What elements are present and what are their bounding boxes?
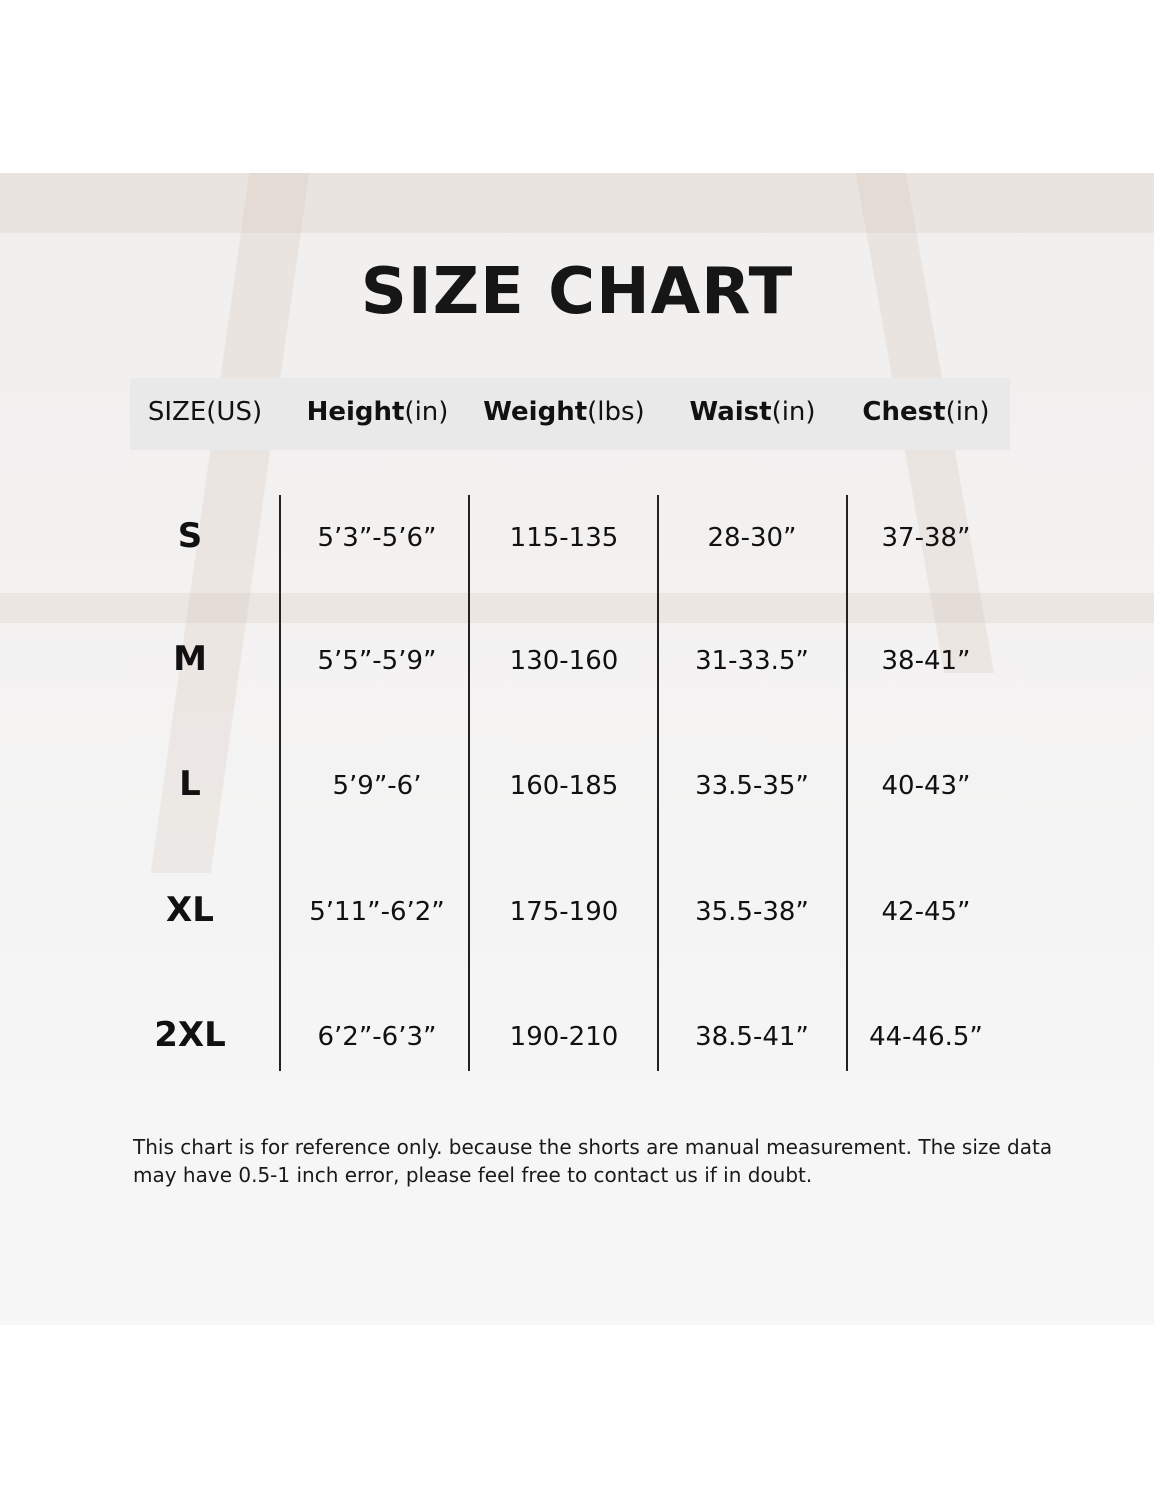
column-divider <box>279 495 281 1071</box>
cell-chest: 37-38” <box>881 523 971 553</box>
cell-waist: 38.5-41” <box>695 1022 809 1052</box>
cell-height: 5’11”-6’2” <box>309 897 445 927</box>
header-chest: Chest(in) <box>862 397 990 427</box>
table-header: SIZE(US) Height(in) Weight(lbs) Waist(in… <box>130 378 1010 450</box>
column-divider <box>468 495 470 1071</box>
cell-chest: 40-43” <box>881 771 971 801</box>
cell-height: 5’5”-5’9” <box>317 646 437 676</box>
cell-weight: 130-160 <box>509 646 619 676</box>
cell-weight: 160-185 <box>509 771 619 801</box>
cell-chest: 38-41” <box>881 646 971 676</box>
cell-height: 5’3”-5’6” <box>317 523 437 553</box>
header-weight: Weight(lbs) <box>483 397 645 427</box>
cell-size: L <box>179 764 201 804</box>
disclaimer-note: This chart is for reference only. becaus… <box>133 1135 1053 1187</box>
column-divider <box>846 495 848 1071</box>
cell-chest: 44-46.5” <box>869 1022 983 1052</box>
cell-size: 2XL <box>154 1015 226 1055</box>
cell-waist: 35.5-38” <box>695 897 809 927</box>
cell-weight: 190-210 <box>509 1022 619 1052</box>
cell-waist: 31-33.5” <box>695 646 809 676</box>
cell-weight: 115-135 <box>509 523 619 553</box>
cell-height: 5’9”-6’ <box>332 771 422 801</box>
cell-chest: 42-45” <box>881 897 971 927</box>
column-divider <box>657 495 659 1071</box>
header-waist: Waist(in) <box>689 397 816 427</box>
page-title: SIZE CHART <box>360 255 794 329</box>
cell-waist: 33.5-35” <box>695 771 809 801</box>
header-height: Height(in) <box>306 397 449 427</box>
cell-waist: 28-30” <box>707 523 797 553</box>
cell-size: S <box>177 516 203 556</box>
cell-size: M <box>173 639 207 679</box>
background-photo <box>0 173 1154 1325</box>
header-size: SIZE(US) <box>147 397 263 427</box>
cell-height: 6’2”-6’3” <box>317 1022 437 1052</box>
cell-size: XL <box>166 890 214 930</box>
cell-weight: 175-190 <box>509 897 619 927</box>
